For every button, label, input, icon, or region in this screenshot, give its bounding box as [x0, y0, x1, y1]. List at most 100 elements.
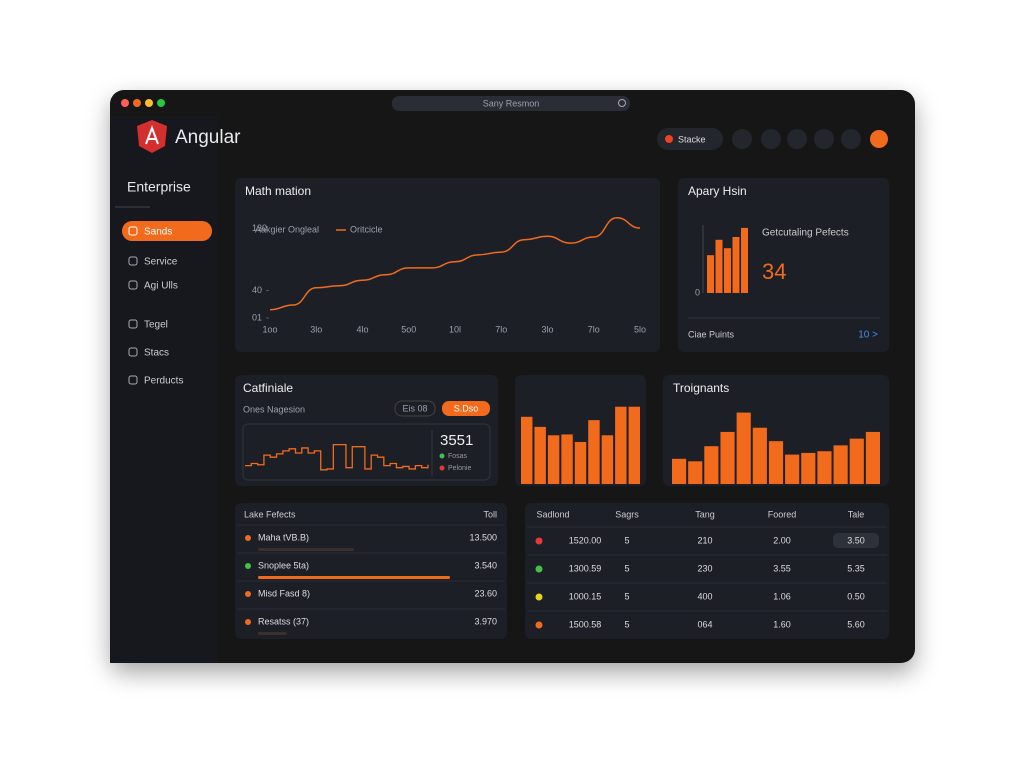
panel: [678, 178, 889, 352]
bar: [574, 442, 587, 484]
column-header: Sagrs: [615, 509, 639, 519]
column-header: Toll: [483, 509, 497, 519]
cell: 1520.00: [569, 535, 602, 545]
button[interactable]: [394, 400, 436, 417]
window-dot[interactable]: [121, 99, 129, 107]
window-dot[interactable]: [145, 99, 153, 107]
bar: [833, 445, 848, 484]
y-tick-label: 40: [252, 285, 262, 295]
cell: 5: [624, 591, 629, 601]
status-dot: [535, 593, 543, 601]
bar: [588, 420, 600, 484]
column-header: Sadlond: [536, 509, 569, 519]
step-line: [245, 443, 429, 471]
status-dot: [535, 537, 543, 545]
nav-item: Stacs: [144, 348, 169, 359]
bar: [732, 237, 740, 293]
icon[interactable]: [814, 129, 834, 149]
status-dot: [535, 565, 543, 573]
row-name: Snoplee 5ta): [258, 560, 309, 570]
cell: 1000.15: [569, 591, 602, 601]
cell-highlight: [833, 533, 879, 548]
cell: 1300.59: [569, 563, 602, 573]
bar: [741, 227, 748, 293]
nav-icon: [128, 375, 138, 385]
legend: Oritcicle: [350, 224, 383, 234]
bar: [752, 427, 767, 484]
nav-item: Agi Ulls: [144, 281, 178, 292]
x-tick-label: 5lo: [634, 324, 646, 334]
status-dot: [535, 621, 543, 629]
row-value: 13.500: [469, 532, 497, 542]
legend: Aakgier Ongleal: [255, 224, 319, 234]
button[interactable]: [442, 401, 490, 416]
row-name: Resatss (37): [258, 616, 309, 626]
active-item[interactable]: [122, 221, 212, 241]
icon[interactable]: [732, 129, 752, 149]
cell: 1500.58: [569, 619, 602, 629]
cell: 5.35: [847, 563, 865, 573]
row-value: 23.60: [474, 588, 497, 598]
row-name: Misd Fasd 8): [258, 588, 310, 598]
bar: [704, 446, 719, 484]
cell: 230: [697, 563, 712, 573]
nav-item: Sands: [144, 227, 172, 238]
nav-item: Tegel: [144, 320, 168, 331]
button-label: S.Dso: [454, 403, 479, 413]
x-tick-label: 7lo: [495, 324, 507, 334]
cell: 3.50: [847, 535, 865, 545]
nav-item: Perducts: [144, 376, 183, 387]
row-value: 3.970: [474, 616, 497, 626]
bar: [736, 412, 751, 484]
icon[interactable]: [787, 129, 807, 149]
metric: 34: [762, 259, 786, 284]
bar: [547, 435, 560, 484]
window-dot[interactable]: [133, 99, 141, 107]
logo-mark: [145, 125, 159, 145]
column-header: Foored: [768, 509, 797, 519]
cell: 064: [697, 619, 712, 629]
status: Stacke: [678, 134, 706, 144]
nav-icon: [128, 256, 138, 266]
x-tick-label: 3lo: [541, 324, 553, 334]
status-dot: [665, 135, 673, 143]
x-tick-label: 5o0: [401, 324, 416, 334]
column-header: Lake Fefects: [244, 509, 296, 519]
cell: 2.00: [773, 535, 791, 545]
bar: [672, 458, 687, 484]
nav-icon: [128, 226, 138, 236]
status-dot: [245, 619, 251, 625]
x-tick-label: 4lo: [356, 324, 368, 334]
icon[interactable]: [841, 129, 861, 149]
status-dot: [245, 535, 251, 541]
logo: [137, 120, 167, 153]
bar: [865, 431, 880, 484]
icon[interactable]: [761, 129, 781, 149]
column-header: Tang: [695, 509, 715, 519]
panel: [515, 375, 646, 486]
legend-dot: [439, 453, 445, 459]
legend: Fosas: [448, 453, 468, 460]
y-tick-label: 130: [252, 223, 267, 233]
cell: 5: [624, 535, 629, 545]
address: Sany Resmon: [483, 98, 540, 108]
button-label: Eis 08: [402, 403, 427, 413]
header-icons: [732, 129, 888, 149]
sidebar-title: Enterprise: [127, 179, 191, 195]
bar: [707, 255, 714, 293]
status-pill[interactable]: [657, 128, 723, 150]
panel: [525, 503, 889, 639]
search-icon: [618, 99, 626, 107]
window-dot[interactable]: [157, 99, 165, 107]
y-tick-label: 01: [252, 312, 262, 322]
metric: 3551: [440, 432, 473, 449]
nav-icon: [128, 347, 138, 357]
nav-icon: [128, 280, 138, 290]
x-tick-label: 7lo: [588, 324, 600, 334]
address-bar[interactable]: [392, 96, 630, 111]
panel-title: Troignants: [673, 381, 729, 395]
avatar[interactable]: [870, 130, 888, 148]
bar: [817, 451, 832, 484]
y-tick-label: 0: [695, 287, 700, 297]
